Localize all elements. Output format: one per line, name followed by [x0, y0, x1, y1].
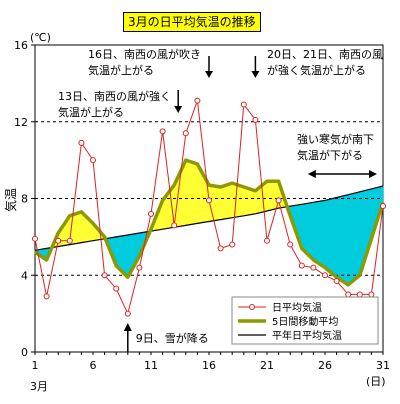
daily-mean-point — [356, 291, 363, 298]
daily-mean-point — [43, 293, 50, 300]
fill-above-normal — [231, 182, 245, 219]
fill-above-normal — [208, 184, 221, 222]
annotation-13-arrow-head — [174, 106, 183, 113]
daily-mean-point — [159, 128, 166, 135]
fill-below-normal — [336, 194, 349, 286]
daily-mean-point — [171, 222, 178, 229]
x-tick-label: 6 — [90, 359, 97, 372]
daily-mean-point — [90, 157, 96, 164]
daily-mean-point — [275, 197, 282, 204]
daily-mean-point — [32, 235, 38, 242]
x-unit-label: (日) — [366, 375, 386, 388]
normal-temperature-line — [34, 185, 384, 251]
y-tick-label: 12 — [14, 116, 28, 129]
annotation-cold-arrow-left — [307, 170, 316, 178]
daily-mean-point — [333, 278, 340, 285]
annotation-9-bg — [133, 329, 210, 345]
annotation-16-line1: 16日、南西の風が吹き — [88, 47, 201, 61]
annotation-13-line2: 気温が上がる — [58, 105, 124, 119]
x-tick-label: 1 — [32, 359, 39, 372]
daily-mean-point — [113, 285, 120, 292]
daily-mean-point — [136, 264, 143, 271]
annotation-20-21-line2: が強く気温が上がる — [267, 63, 366, 77]
fill-below-normal — [324, 197, 337, 278]
fill-above-normal — [220, 182, 233, 220]
annotation-13-line1: 13日、南西の風が強く — [58, 89, 171, 103]
annotation-16-line2: 気温が上がる — [88, 63, 154, 77]
daily-mean-point — [78, 139, 85, 146]
y-tick-label: 0 — [21, 346, 28, 359]
x-tick-label: 21 — [260, 359, 274, 372]
fill-above-normal — [185, 159, 198, 226]
y-unit-label: (℃) — [30, 31, 51, 44]
daily-mean-point — [380, 203, 386, 210]
legend-label-0: 日平均気温 — [272, 301, 322, 314]
daily-mean-point — [148, 210, 154, 217]
y-tick-label: 8 — [21, 193, 28, 206]
daily-mean-point — [345, 291, 352, 298]
daily-mean-point — [240, 101, 247, 108]
annotation-cold-line1: 強い寒気が南下 — [297, 132, 374, 146]
daily-mean-point — [66, 237, 73, 244]
y-tick-label: 16 — [14, 39, 28, 52]
fill-below-normal — [313, 200, 326, 269]
y-axis-label: 気温 — [3, 188, 18, 212]
annotation-cold-arrow-right — [369, 170, 377, 178]
annotation-9-arrow-head — [123, 323, 132, 331]
annotation-9-text: 9日、雪が降る — [136, 331, 209, 345]
daily-mean-point — [206, 197, 212, 204]
x-tick-label: 16 — [202, 359, 216, 372]
daily-mean-point — [55, 237, 62, 244]
daily-mean-point — [101, 272, 108, 279]
daily-mean-point — [194, 97, 201, 104]
annotation-cold-line2: 気温が下がる — [297, 148, 363, 162]
y-tick-label: 4 — [21, 269, 28, 282]
daily-mean-point — [287, 241, 294, 248]
annotation-20-21-arrow-head — [251, 71, 260, 78]
legend-label-1: 5日間移動平均 — [272, 315, 338, 328]
daily-mean-point — [229, 241, 236, 248]
x-tick-label: 31 — [376, 359, 390, 372]
daily-mean-point — [217, 245, 224, 252]
daily-mean-point — [322, 272, 328, 279]
annotation-16-arrow-head — [205, 71, 213, 78]
daily-mean-point — [310, 264, 317, 271]
legend-label-2: 平年日平均気温 — [272, 329, 342, 342]
chart-title: 3月の日平均気温の推移 — [123, 12, 261, 32]
daily-mean-point — [124, 310, 131, 317]
moving-average-line — [34, 158, 385, 287]
x-tick-label: 26 — [318, 359, 332, 372]
daily-mean-point — [182, 130, 189, 137]
annotation-20-21-line1: 20日、21日、南西の風 — [267, 48, 383, 61]
daily-mean-point — [298, 262, 305, 269]
daily-mean-point — [252, 116, 259, 123]
daily-mean-point — [368, 291, 375, 298]
x-tick-label: 11 — [144, 359, 158, 372]
daily-mean-point — [264, 237, 270, 244]
legend-marker — [249, 304, 255, 310]
month-label: 3月 — [30, 380, 48, 393]
fill-below-normal — [347, 191, 361, 286]
